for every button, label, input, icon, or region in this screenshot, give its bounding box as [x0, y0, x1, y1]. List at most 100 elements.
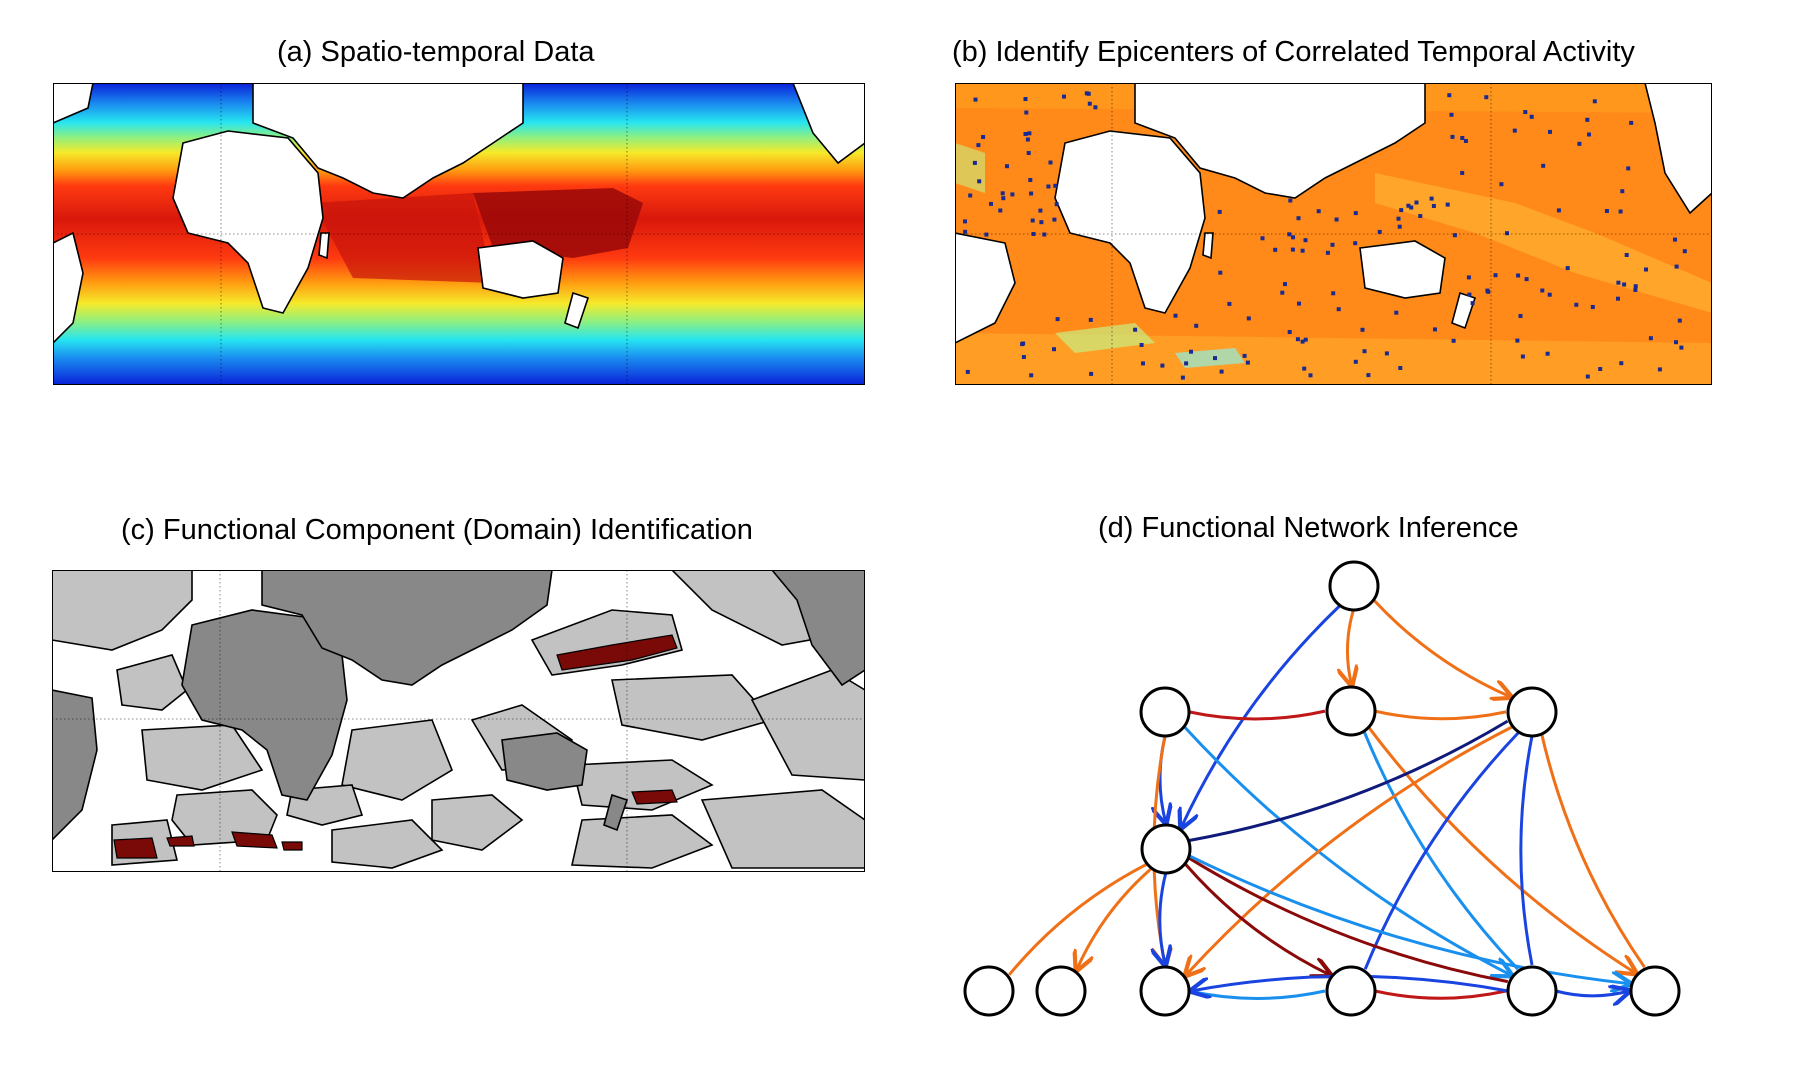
epicenter-marker — [1227, 301, 1232, 306]
epicenter-marker — [1616, 296, 1620, 301]
epicenter-marker — [1042, 232, 1047, 237]
epicenter-marker — [1353, 359, 1358, 364]
epicenter-marker — [1515, 338, 1520, 343]
epicenter-marker — [1366, 373, 1371, 378]
epicenter-marker — [1023, 132, 1028, 136]
epicenter-marker — [1547, 292, 1552, 297]
edge-n-b3-n-b4 — [1188, 989, 1326, 1000]
edge-n-middle-n-b5 — [1187, 856, 1509, 984]
epicenter-marker — [1133, 327, 1138, 332]
epicenter-marker — [1287, 330, 1292, 334]
edge-n-center-n-b5 — [1362, 730, 1519, 971]
panel-a-title: (a) Spatio-temporal Data — [277, 36, 595, 68]
epicenter-marker — [1287, 232, 1292, 237]
epicenter-marker — [1556, 208, 1561, 213]
epicenter-marker — [972, 160, 977, 165]
epicenter-marker — [1493, 273, 1498, 278]
edge-n-b4-n-b5 — [1374, 989, 1507, 1000]
epicenter-marker — [1290, 247, 1295, 252]
epicenter-marker — [1622, 282, 1627, 287]
edge-n-right-n-b5 — [1519, 735, 1534, 966]
epicenter-marker — [1353, 241, 1358, 246]
edge-n-b5-n-b6 — [1555, 991, 1629, 996]
epicenter-marker — [1520, 354, 1525, 359]
epicenter-marker — [1431, 204, 1436, 208]
epicenter-marker — [1451, 338, 1456, 343]
epicenter-marker — [1245, 360, 1250, 365]
epicenter-marker — [1048, 160, 1053, 165]
edge-n-right-n-b3 — [1186, 725, 1514, 976]
map-c-domains — [52, 570, 865, 872]
epicenter-marker — [1592, 99, 1597, 104]
epicenter-marker — [1218, 270, 1223, 275]
epicenter-marker — [1062, 94, 1066, 99]
epicenter-marker — [1445, 202, 1450, 207]
epicenter-marker — [1184, 361, 1189, 366]
epicenter-marker — [1467, 292, 1472, 297]
epicenter-marker — [1449, 112, 1454, 117]
epicenter-marker — [1574, 302, 1579, 307]
epicenter-marker — [1334, 217, 1339, 222]
epicenter-marker — [1406, 203, 1411, 208]
epicenter-marker — [1616, 280, 1621, 285]
epicenter-marker — [1030, 218, 1035, 223]
epicenter-marker — [1217, 209, 1222, 214]
node-n-b3 — [1139, 965, 1191, 1017]
panel-b-title: (b) Identify Epicenters of Correlated Te… — [952, 36, 1635, 68]
epicenter-marker — [1398, 366, 1403, 370]
epicenter-marker — [1005, 164, 1009, 169]
epicenter-marker — [1291, 235, 1295, 240]
epicenter-marker — [1633, 284, 1638, 289]
epicenter-marker — [1414, 200, 1419, 205]
epicenter-marker — [1031, 232, 1036, 236]
epicenter-marker — [1585, 117, 1590, 122]
epicenter-marker — [1052, 347, 1056, 352]
epicenter-marker — [1399, 208, 1404, 213]
epicenter-marker — [1518, 314, 1523, 318]
epicenter-marker — [1587, 132, 1591, 137]
edge-n-middle-n-b1 — [1008, 862, 1148, 976]
epicenter-marker — [1029, 373, 1034, 378]
epicenter-marker — [1296, 216, 1301, 221]
epicenter-marker — [984, 232, 989, 237]
epicenter-marker — [1397, 224, 1402, 229]
node-n-middle — [1140, 823, 1192, 875]
epicenter-marker — [1674, 264, 1679, 269]
epicenter-marker — [1302, 366, 1307, 371]
epicenter-marker — [1300, 248, 1305, 253]
map-b-epicenters — [955, 83, 1712, 385]
epicenter-marker — [1460, 171, 1465, 175]
edge-n-top-n-right — [1372, 598, 1511, 697]
epicenter-marker — [1396, 216, 1401, 221]
epicenter-marker — [1054, 202, 1059, 207]
edge-n-center-n-b6 — [1367, 726, 1636, 973]
epicenter-marker — [1377, 229, 1382, 234]
panel-c-title: (c) Functional Component (Domain) Identi… — [121, 514, 753, 546]
epicenter-marker — [1219, 369, 1224, 374]
epicenter-marker — [1087, 101, 1092, 106]
epicenter-marker — [1673, 237, 1677, 242]
epicenter-marker — [1025, 137, 1030, 142]
epicenter-marker — [1273, 247, 1278, 252]
epicenter-marker — [1300, 339, 1305, 344]
edge-n-middle-n-b2 — [1077, 867, 1153, 970]
epicenter-marker — [1280, 290, 1285, 295]
epicenter-marker — [1086, 91, 1091, 96]
epicenter-marker — [1023, 97, 1028, 101]
epicenter-marker — [1029, 191, 1034, 196]
epicenter-marker — [1409, 205, 1414, 210]
node-n-center — [1325, 685, 1377, 737]
epicenter-marker — [1541, 163, 1546, 168]
edge-n-top-n-middle — [1181, 604, 1342, 828]
epicenter-marker — [1585, 374, 1590, 379]
network-diagram — [940, 548, 1720, 1028]
epicenter-marker — [1303, 238, 1308, 243]
epicenter-marker — [1173, 313, 1178, 318]
epicenter-marker — [1088, 317, 1093, 322]
epicenter-marker — [1629, 120, 1634, 125]
epicenter-marker — [1516, 273, 1521, 278]
panel-d-title: (d) Functional Network Inference — [1098, 512, 1519, 544]
node-n-top — [1328, 560, 1380, 612]
epicenter-marker — [1020, 342, 1025, 347]
epicenter-marker — [1001, 196, 1006, 201]
